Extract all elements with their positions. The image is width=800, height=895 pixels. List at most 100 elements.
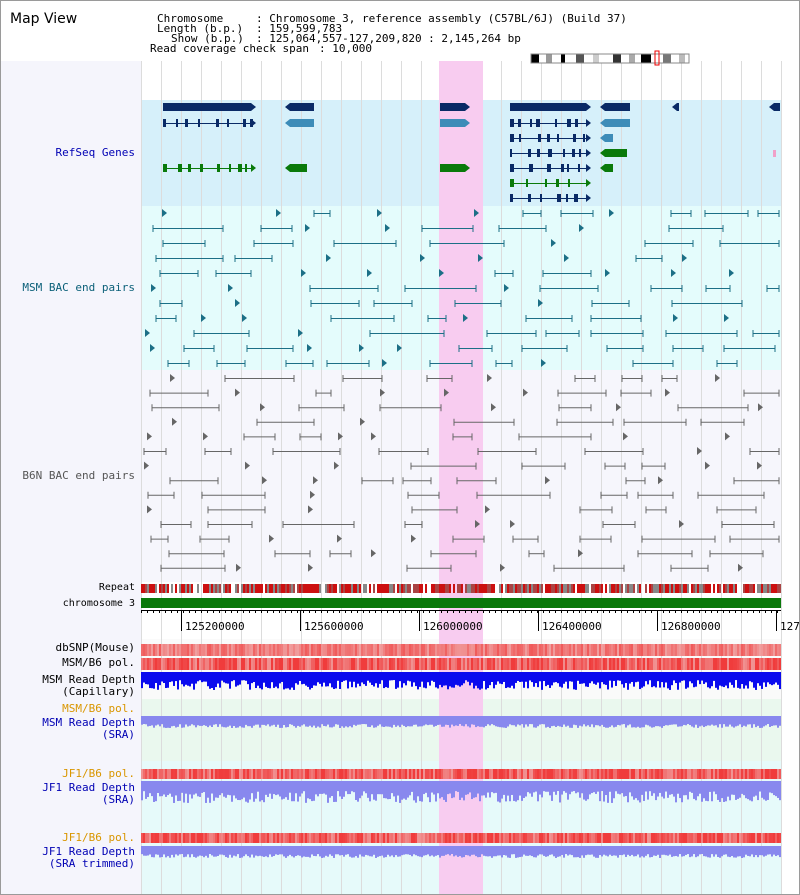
heat-cell bbox=[619, 644, 621, 656]
depth-bar bbox=[433, 716, 435, 727]
heat-cell bbox=[641, 658, 643, 670]
heat-cell bbox=[747, 644, 749, 656]
depth-bar bbox=[289, 672, 291, 690]
track-label-b6n-bac[interactable]: B6N BAC end pairs bbox=[22, 469, 135, 482]
repeat-element bbox=[445, 584, 447, 593]
heat-cell bbox=[233, 833, 235, 843]
depth-bar bbox=[581, 846, 583, 856]
depth-bar bbox=[671, 672, 673, 686]
depth-bar bbox=[519, 781, 521, 796]
depth-bar bbox=[143, 716, 145, 725]
heat-cell bbox=[439, 644, 441, 656]
heat-cell bbox=[447, 769, 449, 779]
track-label-refseq-genes[interactable]: RefSeq Genes bbox=[55, 146, 135, 159]
heat-cell bbox=[309, 644, 311, 656]
depth-bar bbox=[723, 716, 725, 725]
depth-bar bbox=[355, 846, 357, 857]
depth-bar bbox=[199, 672, 201, 681]
heat-cell bbox=[771, 644, 773, 656]
depth-bar bbox=[661, 716, 663, 728]
depth-bar bbox=[199, 781, 201, 797]
depth-bar bbox=[275, 846, 277, 855]
heat-cell bbox=[545, 658, 547, 670]
heat-cell bbox=[367, 644, 369, 656]
depth-bar bbox=[421, 672, 423, 682]
gene-exon bbox=[217, 164, 220, 172]
track-label-jf1-depth[interactable]: JF1 Read Depth bbox=[42, 781, 135, 794]
heat-cell bbox=[603, 658, 605, 670]
depth-bar bbox=[265, 781, 267, 795]
heat-cell bbox=[527, 644, 529, 656]
track-label-dbsnp[interactable]: dbSNP(Mouse) bbox=[55, 641, 135, 654]
depth-bar bbox=[141, 846, 143, 855]
heat-cell bbox=[609, 769, 611, 779]
ideogram-band bbox=[629, 54, 635, 63]
track-label-repeat[interactable]: Repeat bbox=[98, 582, 135, 593]
heat-cell bbox=[253, 644, 255, 656]
depth-bar bbox=[677, 846, 679, 857]
depth-bar bbox=[743, 781, 745, 796]
track-label-jf1-pol[interactable]: JF1/B6 pol. bbox=[62, 767, 135, 780]
depth-bar bbox=[589, 672, 591, 684]
track-label-chromosome[interactable]: chromosome 3 bbox=[62, 598, 135, 609]
repeat-element bbox=[253, 584, 255, 593]
heat-cell bbox=[655, 644, 657, 656]
heat-cell bbox=[275, 658, 277, 670]
track-label-msm-bac[interactable]: MSM BAC end pairs bbox=[22, 281, 135, 294]
heat-cell bbox=[509, 644, 511, 656]
depth-bar bbox=[405, 716, 407, 728]
heat-cell bbox=[241, 833, 243, 843]
depth-bar bbox=[157, 672, 159, 690]
track-label-jf1-pol-trimmed[interactable]: JF1/B6 pol. bbox=[62, 831, 135, 844]
track-label-jf1-trimmed-depth[interactable]: JF1 Read Depth bbox=[42, 845, 135, 858]
heat-cell bbox=[503, 658, 505, 670]
track-label-msm-pol-sra[interactable]: MSM/B6 pol. bbox=[62, 702, 135, 715]
track-label-msm-pol[interactable]: MSM/B6 pol. bbox=[62, 656, 135, 669]
track-label-msm-depth-sra[interactable]: MSM Read Depth bbox=[42, 716, 135, 729]
depth-bar bbox=[355, 716, 357, 726]
heat-cell bbox=[393, 644, 395, 656]
heat-cell bbox=[263, 833, 265, 843]
bac-end-arrow bbox=[564, 254, 569, 262]
heat-cell bbox=[161, 658, 163, 670]
heat-cell bbox=[273, 658, 275, 670]
depth-bar bbox=[219, 716, 221, 725]
depth-bar bbox=[769, 672, 771, 685]
depth-bar bbox=[493, 846, 495, 857]
heat-cell bbox=[283, 644, 285, 656]
depth-bar bbox=[735, 781, 737, 800]
heat-cell bbox=[183, 644, 185, 656]
depth-bar bbox=[559, 672, 561, 687]
heat-cell bbox=[695, 769, 697, 779]
heat-cell bbox=[511, 644, 513, 656]
depth-bar bbox=[303, 781, 305, 792]
heat-cell bbox=[527, 658, 529, 670]
depth-bar bbox=[767, 672, 769, 683]
depth-bar bbox=[615, 846, 617, 856]
depth-bar bbox=[675, 716, 677, 725]
depth-bar bbox=[491, 672, 493, 682]
depth-bar bbox=[397, 781, 399, 796]
depth-bar bbox=[471, 781, 473, 800]
depth-bar bbox=[439, 781, 441, 799]
depth-bar bbox=[317, 846, 319, 855]
depth-bar bbox=[273, 781, 275, 795]
repeat-element bbox=[561, 584, 563, 593]
depth-bar bbox=[209, 846, 211, 855]
depth-bar bbox=[287, 716, 289, 728]
depth-bar bbox=[179, 846, 181, 855]
heat-cell bbox=[523, 658, 525, 670]
heat-cell bbox=[775, 658, 777, 670]
depth-bar bbox=[297, 672, 299, 685]
heat-cell bbox=[747, 658, 749, 670]
depth-bar bbox=[517, 846, 519, 858]
depth-bar bbox=[671, 716, 673, 725]
depth-bar bbox=[615, 672, 617, 686]
track-label-msm-depth-capillary[interactable]: MSM Read Depth bbox=[42, 673, 135, 686]
ideogram-outline bbox=[530, 53, 690, 64]
heat-cell bbox=[447, 833, 449, 843]
depth-bar bbox=[195, 716, 197, 728]
depth-bar bbox=[251, 716, 253, 728]
heat-cell bbox=[197, 769, 199, 779]
